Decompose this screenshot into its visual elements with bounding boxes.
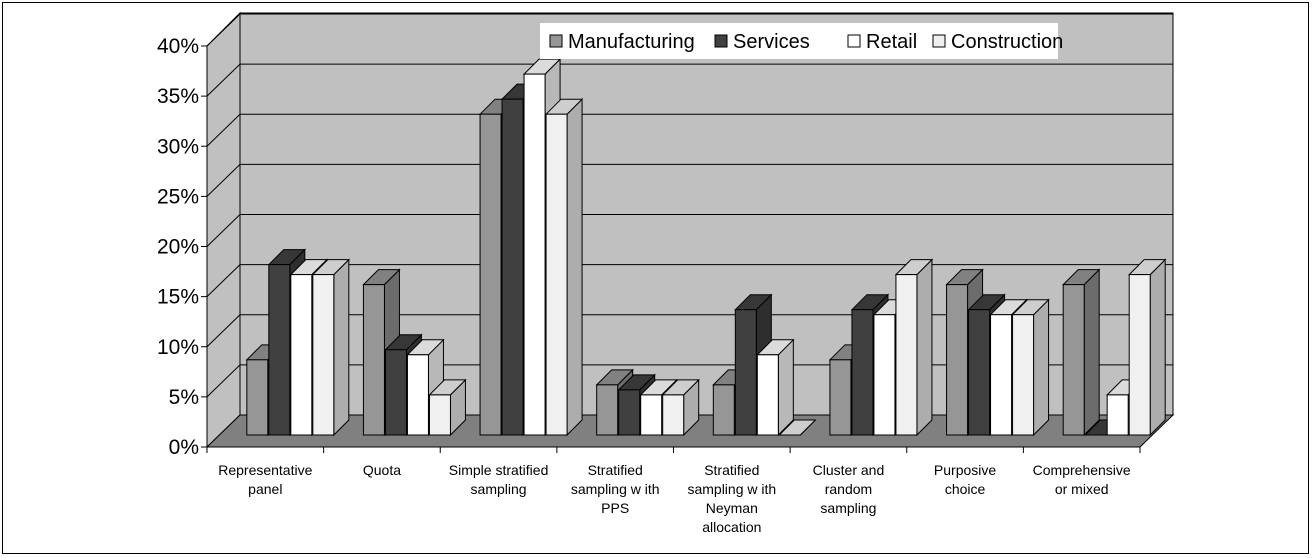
bar-retail-4: [756, 338, 795, 437]
bar-construction-6: [1011, 298, 1050, 437]
x-tick-label: Neyman: [706, 500, 758, 516]
x-tick-label: Simple stratified: [449, 462, 549, 478]
legend-label-retail: Retail: [866, 31, 917, 53]
y-tick-label: 10%: [157, 336, 199, 359]
bar-construction-7: [1127, 258, 1167, 437]
y-tick-label: 40%: [157, 35, 199, 58]
bar-construction-5: [894, 258, 934, 437]
legend-box: [540, 23, 1058, 59]
gridline: [206, 264, 1173, 297]
legend-swatch-retail: [847, 34, 861, 48]
legend-swatch-construction: [932, 34, 946, 48]
bar-construction-3: [661, 378, 700, 437]
gridline: [206, 113, 1173, 147]
x-tick-label: choice: [945, 481, 986, 497]
y-tick-label: 15%: [157, 286, 199, 309]
x-tick-label: Quota: [363, 462, 401, 478]
gridline: [206, 214, 1173, 247]
bar-construction-1: [428, 378, 467, 437]
x-tick-label: PPS: [601, 500, 629, 516]
x-tick-label: or mixed: [1055, 481, 1109, 497]
x-tick-label: Purposive: [934, 462, 996, 478]
gridline: [206, 13, 1173, 47]
y-tick-label: 5%: [169, 386, 199, 409]
legend-swatch-services: [714, 34, 728, 48]
y-tick-label: 35%: [157, 85, 199, 108]
bar-construction-0: [311, 258, 351, 437]
x-tick-label: Cluster and: [813, 462, 885, 478]
y-tick-label: 0%: [169, 436, 199, 459]
x-tick-label: Comprehensive: [1033, 462, 1131, 478]
legend-label-services: Services: [733, 31, 810, 53]
x-tick-label: sampling w ith: [571, 481, 660, 497]
bar-construction-4: [778, 419, 817, 436]
x-tick-label: Stratified: [588, 462, 643, 478]
bar-construction-2: [544, 97, 584, 437]
x-tick-label: Stratified: [704, 462, 759, 478]
x-tick-label: sampling w ith: [687, 481, 776, 497]
x-tick-label: allocation: [702, 519, 761, 535]
x-tick-label: Representative: [218, 462, 312, 478]
x-tick-label: random: [825, 481, 872, 497]
x-tick-label: sampling: [471, 481, 527, 497]
y-tick-label: 25%: [157, 185, 199, 208]
gridline: [206, 63, 1173, 97]
x-tick-label: sampling: [820, 500, 876, 516]
x-tick-label: panel: [248, 481, 282, 497]
y-tick-label: 30%: [157, 135, 199, 158]
legend-label-construction: Construction: [951, 31, 1063, 53]
legend-label-manufacturing: Manufacturing: [568, 31, 695, 53]
bar-manufacturing-7: [1061, 268, 1101, 437]
y-tick-label: 20%: [157, 236, 199, 259]
bar-chart: 0% 5% 10% 15% 20% 25% 30% 35% 40% Representative…: [157, 11, 1175, 535]
gridline: [206, 163, 1173, 197]
legend-swatch-manufacturing: [549, 34, 563, 48]
